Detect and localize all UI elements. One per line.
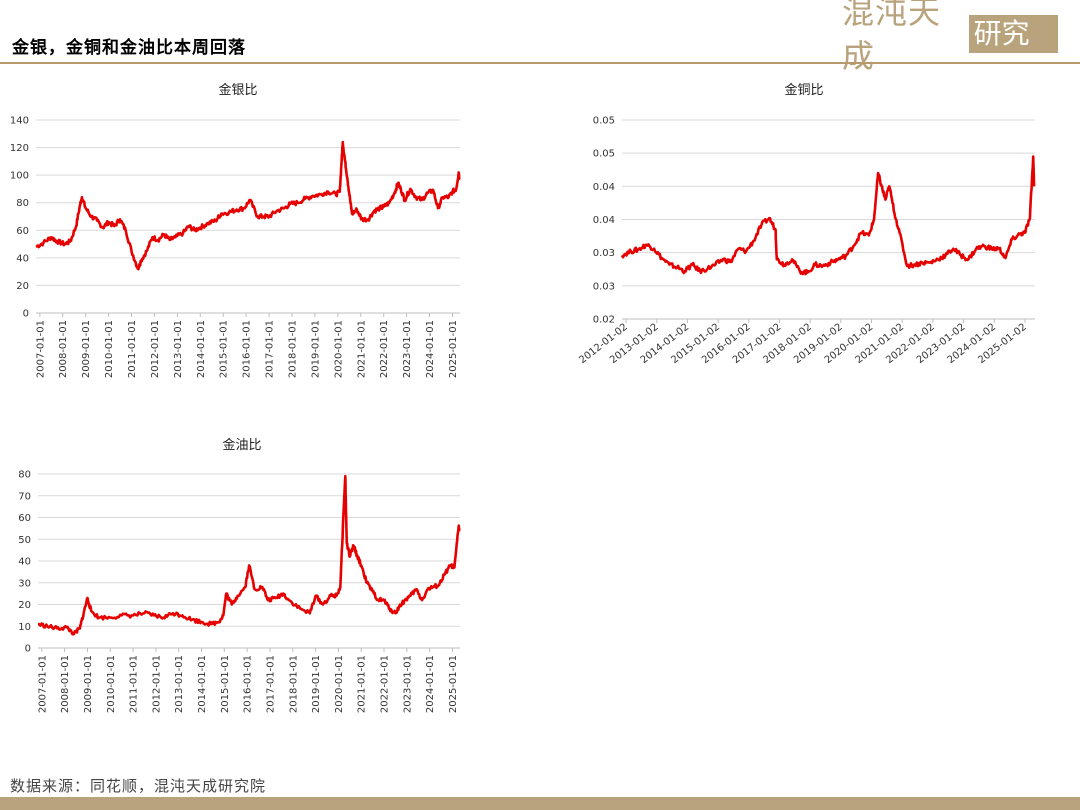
x-tick-label: 2008-01-01: [60, 655, 71, 713]
x-tick-label: 2011-01-01: [127, 320, 138, 378]
x-tick-label: 2014-01-01: [196, 320, 207, 378]
y-tick-label: 0.04: [593, 215, 615, 226]
x-tick-label: 2021-01-01: [357, 655, 368, 713]
x-tick-label: 2016-01-01: [242, 320, 253, 378]
y-tick-label: 60: [16, 226, 29, 237]
logo-text-right: 研究院: [968, 15, 1058, 88]
x-tick-label: 2019-01-01: [311, 655, 322, 713]
y-tick-label: 50: [18, 535, 31, 546]
logo-text-left: 混沌天成: [842, 0, 942, 75]
x-tick-label: 2007-01-01: [35, 320, 46, 378]
footer-bar: [0, 797, 1080, 810]
x-tick-label: 2010-01-01: [104, 320, 115, 378]
x-tick-label: 2014-01-01: [197, 655, 208, 713]
y-tick-label: 0: [25, 644, 31, 655]
y-tick-label: 100: [10, 171, 29, 182]
x-tick-label: 2023-01-01: [402, 655, 413, 713]
x-tick-label: 2010-01-01: [106, 655, 117, 713]
chart-gold-oil-ratio: 金油比 0 10 20 30 40 50 60 70 80 2007-01-01 2008-01-…: [18, 437, 461, 713]
y-tick-label: 10: [18, 622, 31, 633]
source-note: 数据来源：同花顺，混沌天成研究院: [10, 777, 267, 795]
x-tick-label: 2017-01-01: [265, 320, 276, 378]
y-tick-label: 30: [18, 578, 31, 589]
header-divider: [0, 62, 1080, 64]
x-tick-label: 2020-01-01: [334, 655, 345, 713]
x-tick-label: 2015-01-01: [220, 655, 231, 713]
y-tick-label: 0.03: [593, 248, 615, 259]
y-tick-label: 40: [16, 253, 29, 264]
y-tick-label: 140: [10, 116, 29, 127]
x-tick-label: 2013-01-01: [174, 655, 185, 713]
y-tick-label: 0.05: [593, 149, 615, 160]
y-tick-label: 80: [18, 470, 31, 481]
x-tick-label: 2023-01-01: [402, 320, 413, 378]
x-tick-label: 2015-01-01: [219, 320, 230, 378]
x-tick-label: 2022-01-01: [379, 320, 390, 378]
series-line: [620, 155, 1036, 276]
y-tick-label: 80: [16, 198, 29, 209]
y-tick-label: 60: [18, 513, 31, 524]
y-tick-label: 0.05: [593, 116, 615, 127]
x-tick-label: 2013-01-01: [173, 320, 184, 378]
y-tick-label: 0.04: [593, 182, 615, 193]
x-tick-label: 2007-01-01: [37, 655, 48, 713]
x-tick-label: 2012-01-01: [150, 320, 161, 378]
x-tick-label: 2022-01-01: [380, 655, 391, 713]
y-tick-label: 0.02: [593, 315, 615, 326]
y-tick-label: 20: [18, 600, 31, 611]
chart-gold-silver-ratio: 金银比 0 20 40 60 80 100 120 140 2007-01-01 2008-01…: [10, 82, 461, 378]
x-tick-label: 2017-01-01: [265, 655, 276, 713]
page-title: 金银，金铜和金油比本周回落: [12, 38, 246, 58]
y-tick-label: 0: [23, 309, 29, 320]
y-tick-label: 0.03: [593, 281, 615, 292]
x-tick-label: 2025-01-01: [448, 320, 459, 378]
y-tick-label: 70: [18, 491, 31, 502]
x-tick-label: 2019-01-01: [310, 320, 321, 378]
x-tick-label: 2009-01-01: [81, 320, 92, 378]
x-tick-label: 2020-01-01: [333, 320, 344, 378]
x-tick-label: 2024-01-01: [425, 655, 436, 713]
x-tick-label: 2025-01-01: [448, 655, 459, 713]
series-line: [35, 140, 461, 271]
chart-title: 金银比: [218, 82, 257, 98]
x-tick-label: 2024-01-01: [425, 320, 436, 378]
y-tick-label: 120: [10, 143, 29, 154]
y-tick-label: 20: [16, 281, 29, 292]
x-tick-label: 2012-01-01: [151, 655, 162, 713]
x-tick-label: 2018-01-01: [287, 320, 298, 378]
chart-gold-copper-ratio: 金铜比 0.020.030.030.040.040.050.05 2012-01…: [577, 82, 1036, 366]
y-tick-label: 40: [18, 557, 31, 568]
series-line: [37, 474, 461, 636]
x-tick-label: 2016-01-01: [243, 655, 254, 713]
x-tick-label: 2011-01-01: [129, 655, 140, 713]
x-tick-label: 2018-01-01: [288, 655, 299, 713]
x-tick-label: 2009-01-01: [83, 655, 94, 713]
x-tick-label: 2021-01-01: [356, 320, 367, 378]
brand-logo: 混沌天成 研究院: [842, 0, 1058, 88]
x-tick-label: 2008-01-01: [58, 320, 69, 378]
chart-title: 金油比: [222, 437, 261, 453]
chart-title: 金铜比: [784, 82, 823, 98]
